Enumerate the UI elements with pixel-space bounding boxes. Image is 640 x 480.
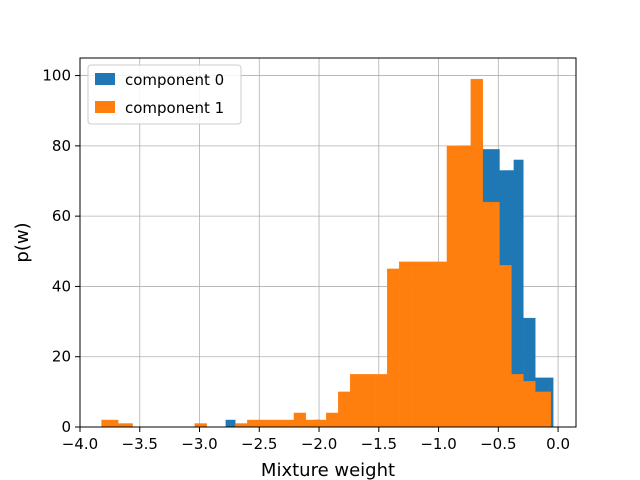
histogram-bar-component-1 xyxy=(349,374,376,428)
histogram-bar-component-1 xyxy=(387,268,400,428)
legend-label: component 1 xyxy=(125,99,224,117)
x-tick-label: −3.5 xyxy=(122,435,158,453)
y-tick-label: 60 xyxy=(52,207,71,225)
x-tick-label: −3.0 xyxy=(181,435,217,453)
histogram-bar-component-1 xyxy=(446,145,460,428)
y-tick-label: 100 xyxy=(42,67,71,85)
y-axis-ticks: 0 20 40 60 80 100 xyxy=(42,67,80,436)
histogram-bar-component-1 xyxy=(305,419,327,428)
legend-swatch xyxy=(95,101,115,113)
histogram-bar-component-1 xyxy=(398,261,412,428)
histogram-bars xyxy=(101,78,554,428)
histogram-bar-component-1 xyxy=(247,419,272,428)
x-axis-label: Mixture weight xyxy=(261,460,395,480)
histogram-bar-component-1 xyxy=(338,391,351,428)
legend-swatch xyxy=(95,73,115,85)
legend: component 0 component 1 xyxy=(87,64,242,125)
plot-frame xyxy=(79,57,577,428)
legend-box xyxy=(87,64,242,125)
histogram-bar-component-1 xyxy=(458,145,471,428)
histogram-bar-component-1 xyxy=(293,412,307,428)
x-tick-label: −1.5 xyxy=(361,435,397,453)
legend-label: component 0 xyxy=(125,71,224,89)
histogram-bar-component-1 xyxy=(101,419,119,428)
x-axis-ticks: −4.0 −3.5 −3.0 −2.5 −2.0 −1.5 −1.0 −0.5 0.0 xyxy=(62,427,570,453)
y-tick-label: 0 xyxy=(61,418,71,436)
x-tick-label: 0.0 xyxy=(546,435,570,453)
histogram-bar-component-1 xyxy=(470,78,483,428)
x-tick-label: −1.0 xyxy=(420,435,456,453)
histogram-bar-component-1 xyxy=(535,391,552,428)
histogram-bar-component-1 xyxy=(194,423,207,428)
histogram-bar-component-1 xyxy=(482,201,500,428)
histogram-bar-component-1 xyxy=(118,423,133,428)
histogram-bar-component-1 xyxy=(375,374,388,428)
histogram-bar-component-1 xyxy=(410,261,448,428)
x-tick-label: −2.0 xyxy=(301,435,337,453)
histogram-bar-component-1 xyxy=(271,419,295,428)
histogram-bar-component-1 xyxy=(511,374,524,428)
x-tick-label: −0.5 xyxy=(480,435,516,453)
histogram-bar-component-1 xyxy=(523,381,536,428)
y-tick-label: 80 xyxy=(52,137,71,155)
histogram-bar-component-0 xyxy=(230,419,236,428)
histogram-bar-component-1 xyxy=(499,265,512,428)
y-tick-label: 20 xyxy=(52,348,71,366)
y-axis-label: p(w) xyxy=(12,222,33,262)
histogram-bar-component-0 xyxy=(225,419,231,428)
x-tick-label: −2.5 xyxy=(241,435,277,453)
histogram-bar-component-1 xyxy=(235,423,248,428)
x-tick-label: −4.0 xyxy=(62,435,98,453)
histogram-bar-component-0 xyxy=(550,377,554,428)
histogram-bar-component-1 xyxy=(326,412,339,428)
y-tick-label: 40 xyxy=(52,277,71,295)
